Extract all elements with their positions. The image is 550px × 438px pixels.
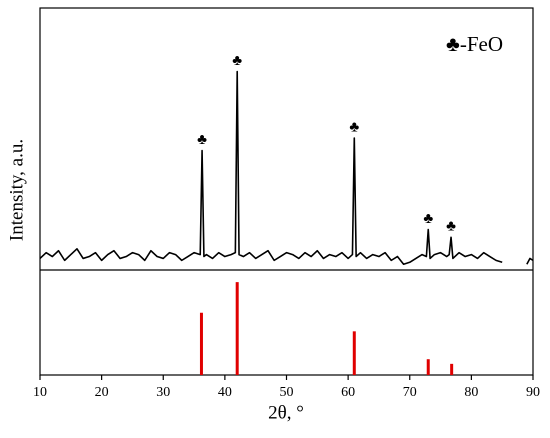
peak-marker: ♣ (197, 132, 207, 148)
x-tick-label: 50 (280, 385, 294, 400)
pattern-line (39, 70, 534, 266)
plot-frame (39, 7, 534, 376)
x-tick-label: 20 (95, 385, 109, 400)
x-tick-label: 30 (156, 385, 170, 400)
x-axis-label: 2θ, ° (268, 402, 304, 423)
y-axis-label: Intensity, a.u. (6, 139, 27, 241)
x-tick-label: 90 (526, 385, 540, 400)
peak-marker: ♣ (423, 211, 433, 227)
x-tick-label: 10 (33, 385, 47, 400)
x-tick-label: 60 (341, 385, 355, 400)
x-tick-label: 40 (218, 385, 232, 400)
x-tick-label: 80 (464, 385, 478, 400)
legend-entry: ♣-FeO (446, 32, 503, 56)
peak-marker: ♣ (232, 53, 242, 69)
peak-marker: ♣ (349, 119, 359, 135)
x-tick-label: 70 (403, 385, 417, 400)
peak-marker: ♣ (446, 219, 456, 235)
